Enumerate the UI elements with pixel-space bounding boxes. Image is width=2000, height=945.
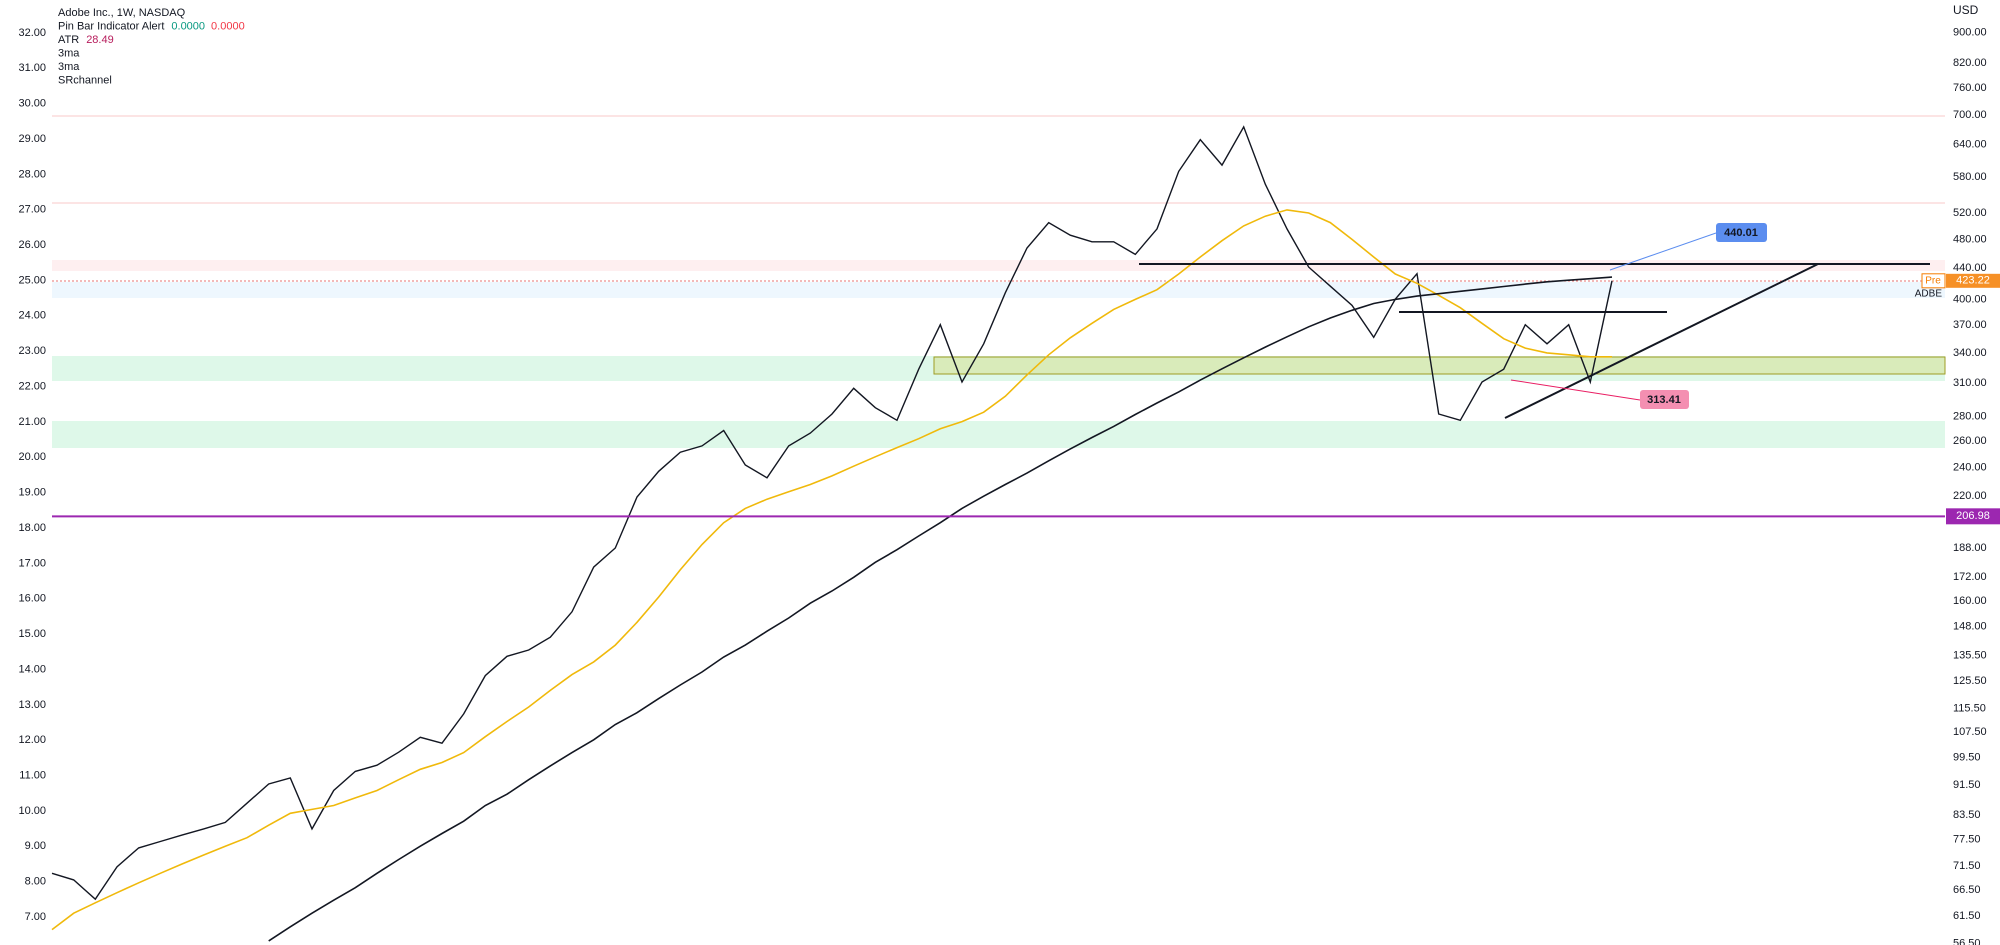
indicator-name: SRchannel [58, 74, 112, 86]
currency-label: USD [1953, 3, 1979, 17]
y-tick-label: 13.00 [18, 699, 46, 711]
callout-line [1510, 379, 1641, 401]
callout-label: 313.41 [1647, 394, 1681, 406]
y2-tick-label: 310.00 [1953, 377, 1987, 389]
trend-line [1504, 263, 1819, 419]
sr-zone [52, 421, 1945, 448]
indicator-value: 0.0000 [211, 20, 245, 32]
y-tick-label: 17.00 [18, 557, 46, 569]
y2-tick-label: 99.50 [1953, 751, 1981, 763]
sr-zone [52, 282, 1945, 298]
ticker-label: ADBE [1915, 288, 1943, 299]
y2-tick-label: 56.50 [1953, 938, 1981, 945]
sr-zone [52, 260, 1945, 271]
demand-box [933, 356, 1946, 375]
callout-box [1640, 390, 1689, 409]
price-line [51, 125, 1613, 901]
series-layer [51, 125, 1613, 942]
y2-tick-label: 580.00 [1953, 171, 1987, 183]
price-tag [1946, 508, 2000, 525]
indicator-name: 3ma [58, 61, 80, 73]
y2-tick-label: 400.00 [1953, 293, 1987, 305]
y-tick-label: 18.00 [18, 522, 46, 534]
y2-tick-label: 640.00 [1953, 139, 1987, 151]
indicator-legend: Pin Bar Indicator Alert 0.0000 0.0000 ATR 28… [58, 20, 245, 86]
y2-tick-label: 760.00 [1953, 82, 1987, 94]
moving-average [51, 209, 1612, 931]
y-tick-label: 9.00 [25, 840, 46, 852]
indicator-value: 28.49 [86, 34, 114, 46]
y-tick-label: 32.00 [18, 27, 46, 39]
y-tick-label: 7.00 [25, 911, 46, 923]
y2-tick-label: 188.00 [1953, 542, 1987, 554]
indicator-name: Pin Bar Indicator Alert [58, 20, 164, 32]
indicator-name: ATR [58, 34, 79, 46]
y2-tick-label: 220.00 [1953, 490, 1987, 502]
y-tick-label: 30.00 [18, 98, 46, 110]
y-tick-label: 26.00 [18, 239, 46, 251]
y2-tick-label: 77.50 [1953, 834, 1981, 846]
y2-tick-label: 172.00 [1953, 571, 1987, 583]
y-tick-label: 19.00 [18, 487, 46, 499]
indicator-value: 0.0000 [171, 20, 205, 32]
y-tick-label: 16.00 [18, 593, 46, 605]
callout-line [1609, 232, 1717, 271]
indicator-name: 3ma [58, 47, 80, 59]
y-tick-label: 25.00 [18, 274, 46, 286]
y-tick-label: 28.00 [18, 168, 46, 180]
y2-tick-label: 280.00 [1953, 411, 1987, 423]
y-tick-label: 12.00 [18, 734, 46, 746]
y2-tick-label: 900.00 [1953, 26, 1987, 38]
y-tick-label: 24.00 [18, 310, 46, 322]
y2-tick-label: 71.50 [1953, 860, 1981, 872]
y2-tick-label: 480.00 [1953, 233, 1987, 245]
y2-tick-label: 440.00 [1953, 262, 1987, 274]
y2-tick-label: 125.50 [1953, 675, 1987, 687]
y2-tick-label: 240.00 [1953, 461, 1987, 473]
last-price-label: 423.22 [1956, 275, 1990, 287]
y2-tick-label: 83.50 [1953, 809, 1981, 821]
y-tick-label: 14.00 [18, 663, 46, 675]
session-label: Pre [1925, 275, 1941, 286]
y-tick-label: 29.00 [18, 133, 46, 145]
y2-tick-label: 260.00 [1953, 435, 1987, 447]
y-tick-label: 11.00 [19, 769, 46, 781]
y-tick-label: 8.00 [25, 876, 46, 888]
y2-tick-label: 66.50 [1953, 884, 1981, 896]
y-tick-label: 21.00 [18, 416, 46, 428]
y-tick-label: 22.00 [18, 380, 46, 392]
y2-tick-label: 520.00 [1953, 207, 1987, 219]
y2-tick-label: 370.00 [1953, 319, 1987, 331]
y-tick-label: 10.00 [18, 805, 46, 817]
y2-tick-label: 820.00 [1953, 57, 1987, 69]
y2-tick-label: 107.50 [1953, 726, 1987, 738]
y2-tick-label: 61.50 [1953, 910, 1981, 922]
y2-tick-label: 148.00 [1953, 621, 1987, 633]
y-tick-label: 31.00 [18, 62, 46, 74]
y2-tick-label: 160.00 [1953, 595, 1987, 607]
y-tick-label: 20.00 [18, 451, 46, 463]
y2-tick-label: 91.50 [1953, 779, 1981, 791]
y-tick-label: 27.00 [18, 204, 46, 216]
symbol-title: Adobe Inc., 1W, NASDAQ [58, 7, 186, 19]
y2-tick-label: 135.50 [1953, 650, 1987, 662]
sr-zone [52, 356, 1945, 381]
right-axis-bg [1946, 0, 2000, 945]
last-price-tag [1946, 273, 2000, 288]
y2-tick-label: 340.00 [1953, 347, 1987, 359]
y2-tick-label: 700.00 [1953, 109, 1987, 121]
y-tick-label: 15.00 [18, 628, 46, 640]
session-tag [1921, 273, 1946, 289]
y-tick-label: 23.00 [18, 345, 46, 357]
price-tag-label: 206.98 [1956, 510, 1990, 522]
y2-tick-label: 115.50 [1953, 702, 1986, 714]
callout-label: 440.01 [1724, 227, 1758, 239]
callout-box [1716, 223, 1767, 242]
moving-average [268, 276, 1613, 942]
